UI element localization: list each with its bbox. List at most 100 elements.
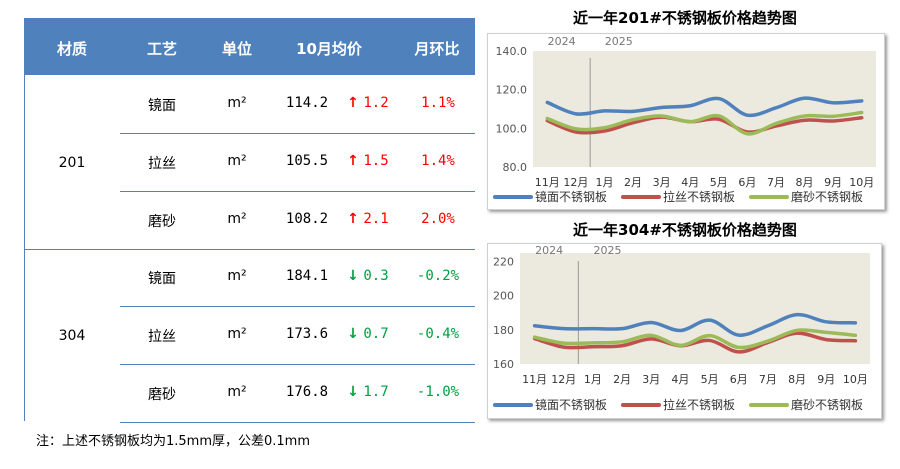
table-row: 镜面 m² 114.2 ↑ 1.2 1.1%	[120, 75, 475, 134]
legend-label: 镜面不锈钢板	[535, 397, 607, 412]
price-cell: 176.8	[285, 384, 329, 400]
x-tick-label: 2月	[613, 373, 631, 386]
change-cell: 0.3	[363, 268, 389, 284]
table-note: 注：上述不锈钢板均为1.5mm厚，公差0.1mm	[36, 434, 311, 449]
x-tick-label: 10月	[849, 176, 874, 189]
y-tick-label: 80.0	[503, 161, 528, 174]
process-cell: 镜面	[148, 98, 176, 114]
legend-label: 磨砂不锈钢板	[791, 398, 863, 412]
x-tick-label: 4月	[671, 373, 689, 386]
x-tick-label: 5月	[701, 373, 719, 386]
x-tick-label: 3月	[642, 373, 660, 386]
x-tick-label: 8月	[788, 373, 806, 386]
chart-201: 2024 2025 80.0 100.0 120.0 140.0 11月 12月 1月 2月 3月 4…	[493, 35, 876, 204]
x-tick-label: 11月	[535, 176, 560, 189]
x-tick-label: 12月	[551, 373, 576, 386]
table-row: 磨砂 m² 108.2 ↑ 2.1 2.0%	[24, 191, 475, 250]
header-material: 材质	[56, 40, 88, 58]
x-tick-label: 7月	[767, 176, 785, 189]
unit-cell: m²	[227, 153, 247, 169]
process-cell: 镜面	[148, 271, 176, 287]
arrow-up-icon: ↑	[347, 95, 359, 111]
arrow-down-icon: ↓	[347, 268, 359, 284]
x-tick-label: 1月	[584, 373, 602, 386]
price-cell: 108.2	[285, 211, 329, 227]
table-row: 镜面 m² 184.1 ↓ 0.3 -0.2%	[120, 248, 475, 307]
x-tick-label: 6月	[730, 373, 748, 386]
mom-cell: -0.2%	[416, 268, 460, 284]
legend-label: 拉丝不锈钢板	[663, 397, 735, 412]
x-tick-label: 10月	[843, 373, 868, 386]
series-line-0	[532, 312, 858, 337]
arrow-up-icon: ↑	[347, 211, 359, 227]
chart-201-title: 近一年201#不锈钢板价格趋势图	[573, 9, 797, 27]
x-tick-label: 9月	[817, 373, 835, 386]
table-header: 材质 工艺 单位 10月均价 月环比	[24, 18, 475, 75]
change-cell: 1.2	[363, 95, 389, 111]
x-tick-label: 3月	[653, 176, 671, 189]
x-tick-label: 12月	[563, 176, 588, 189]
y-tick-label: 160	[493, 358, 514, 371]
year-label: 2025	[605, 35, 633, 48]
mom-cell: 2.0%	[421, 211, 455, 227]
header-price: 10月均价	[296, 40, 362, 58]
series-line-2	[545, 110, 864, 136]
legend-label: 拉丝不锈钢板	[663, 189, 735, 204]
arrow-up-icon: ↑	[347, 153, 359, 169]
series-line-1	[545, 115, 864, 135]
change-cell: 0.7	[363, 326, 389, 342]
header-unit: 单位	[221, 40, 253, 58]
mom-cell: 1.4%	[421, 153, 455, 169]
mom-cell: -0.4%	[416, 326, 460, 342]
y-tick-label: 100.0	[496, 122, 528, 135]
x-tick-label: 1月	[595, 176, 613, 189]
process-cell: 拉丝	[148, 156, 176, 172]
y-tick-label: 180	[493, 324, 514, 337]
table-row: 拉丝 m² 105.5 ↑ 1.5 1.4%	[120, 133, 475, 192]
price-cell: 114.2	[285, 95, 329, 111]
table-row: 拉丝 m² 173.6 ↓ 0.7 -0.4%	[120, 306, 475, 365]
year-label: 2024	[548, 35, 576, 48]
legend-label: 磨砂不锈钢板	[791, 190, 863, 204]
price-cell: 173.6	[285, 326, 329, 342]
series-line-2	[532, 328, 858, 350]
series-line-0	[545, 96, 864, 118]
header-process: 工艺	[146, 40, 178, 58]
year-label: 2024	[535, 244, 563, 257]
x-tick-label: 6月	[738, 176, 756, 189]
chart-304: 2024 2025 160 180 200 220 11月 12月 1月 2月 3月 4月 5月 6月 7月…	[493, 244, 870, 412]
header-mom: 月环比	[414, 40, 460, 58]
price-cell: 105.5	[285, 153, 329, 169]
mom-cell: 1.1%	[421, 95, 455, 111]
x-tick-label: 8月	[796, 176, 814, 189]
process-cell: 拉丝	[148, 329, 176, 345]
y-tick-label: 220	[493, 256, 514, 269]
x-tick-label: 2月	[624, 176, 642, 189]
y-tick-label: 140.0	[496, 45, 528, 58]
unit-cell: m²	[227, 384, 247, 400]
unit-cell: m²	[227, 211, 247, 227]
change-cell: 1.5	[363, 153, 389, 169]
change-cell: 2.1	[363, 211, 389, 227]
table-row: 磨砂 m² 176.8 ↓ 1.7 -1.0%	[120, 364, 475, 423]
unit-cell: m²	[227, 268, 247, 284]
material-201: 201	[58, 155, 86, 171]
table-left-border	[24, 75, 25, 421]
arrow-down-icon: ↓	[347, 326, 359, 342]
x-tick-label: 11月	[522, 373, 547, 386]
price-cell: 184.1	[285, 268, 329, 284]
plot-area	[533, 51, 876, 167]
change-cell: 1.7	[363, 384, 389, 400]
material-304: 304	[58, 328, 86, 344]
x-tick-label: 9月	[824, 176, 842, 189]
unit-cell: m²	[227, 95, 247, 111]
process-cell: 磨砂	[148, 387, 176, 403]
series-line-1	[532, 331, 858, 354]
chart-304-title: 近一年304#不锈钢板价格趋势图	[573, 221, 797, 239]
unit-cell: m²	[227, 326, 247, 342]
legend-label: 镜面不锈钢板	[535, 189, 607, 204]
arrow-down-icon: ↓	[347, 384, 359, 400]
x-tick-label: 5月	[710, 176, 728, 189]
y-tick-label: 200	[493, 290, 514, 303]
process-cell: 磨砂	[148, 214, 176, 230]
